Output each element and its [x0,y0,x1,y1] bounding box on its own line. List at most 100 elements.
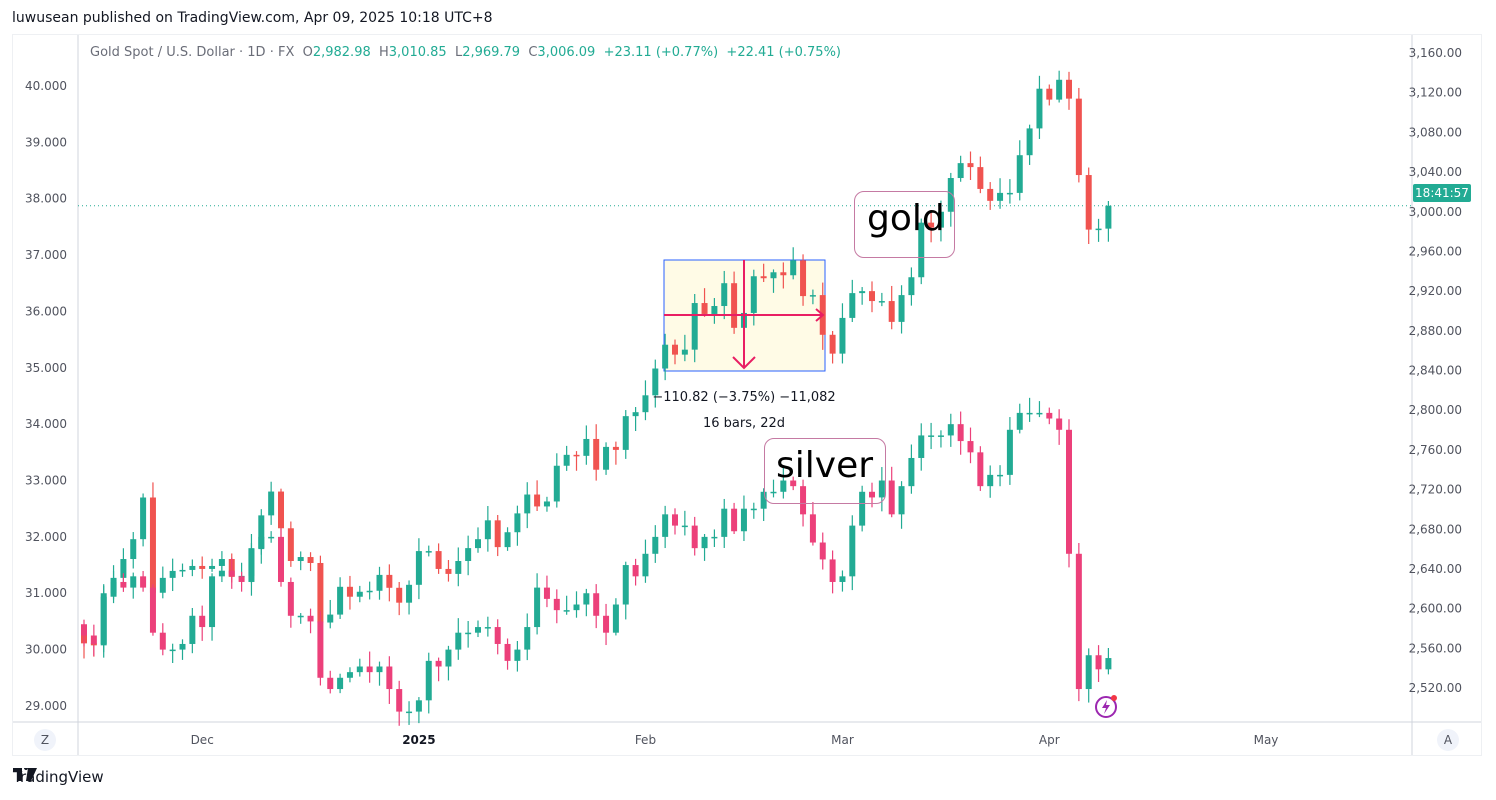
silver-candle [809,502,816,546]
right-axis-tick: 2,880.00 [1409,324,1462,338]
silver-candle-body [859,491,866,526]
silver-candle-body [435,660,442,667]
gold-candle-body [1085,175,1092,230]
silver-candle-body [947,424,954,436]
silver-candle [977,446,984,491]
silver-candle-body [494,627,501,644]
silver-candle-body [396,689,403,712]
gold-candle [189,559,196,577]
silver-candle-body [750,508,757,511]
zoom-z-button[interactable]: Z [34,729,56,751]
gold-candle [583,425,590,465]
silver-candle [849,515,856,591]
lightning-icon[interactable] [1094,694,1118,718]
left-axis-tick: 32.000 [25,530,67,544]
silver-candle [1016,403,1023,434]
silver-candle [278,528,284,587]
silver-candle [740,495,747,542]
gold-candle-body [415,551,422,585]
silver-candle-body [524,627,531,650]
silver-candle [829,550,836,594]
gold-candle-body [1046,88,1053,100]
silver-candle-body [504,643,511,661]
gold-candle-body [859,291,866,294]
silver-candle-body [287,581,294,616]
silver-candle-body [534,587,541,628]
silver-candle-body [120,581,127,588]
silver-candle-body [780,480,787,492]
right-axis-tick: 2,920.00 [1409,284,1462,298]
silver-candle [701,534,708,561]
gold-candle-body [573,454,580,457]
gold-candle-body [534,494,541,507]
time-axis-label: Feb [634,733,657,747]
left-axis-tick: 30.000 [25,643,67,657]
symbol-title[interactable]: Gold Spot / U.S. Dollar · 1D · FX [90,45,295,60]
gold-candle [770,269,777,293]
silver-candle [750,502,757,519]
gold-candle-body [563,454,570,466]
gold-candle [1095,218,1102,242]
silver-candle-body [386,666,393,690]
silver-candle [455,618,462,660]
silver-candle [81,619,87,647]
gold-candle-body [327,614,334,623]
silver-candle [721,498,728,548]
silver-candle [878,467,885,512]
gold-candle [268,481,275,525]
silver-candle-body [612,604,619,633]
silver-candle [376,661,383,686]
silver-candle [484,616,491,637]
silver-candle [514,641,521,672]
silver-candle-body [878,480,885,498]
gold-candle-body [386,574,393,588]
gold-candle-body [967,163,974,168]
close-label: C [528,45,538,60]
right-axis-tick: 2,760.00 [1409,443,1462,457]
silver-candle [947,413,954,447]
silver-callout[interactable]: silver [764,438,886,504]
auto-scale-button[interactable]: A [1437,729,1459,751]
silver-candle [662,505,669,549]
silver-candle-body [100,593,107,644]
gold-candle [1046,84,1053,106]
time-axis-label: 2025 [402,733,436,747]
silver-candle-body [672,514,678,526]
gold-candle-body [957,163,964,179]
gold-candle-body [790,260,797,276]
right-axis-tick: 3,000.00 [1409,205,1462,219]
silver-candle [317,611,324,686]
gold-candle-body [455,561,462,574]
right-axis-tick: 3,160.00 [1409,46,1462,60]
gold-candle [849,279,856,322]
gold-candle [475,527,481,553]
left-axis-tick: 39.000 [25,135,67,149]
silver-candle-body [159,632,166,650]
gold-candle-body [553,465,560,502]
gold-candle [356,585,363,603]
gold-candle [140,493,147,547]
silver-candle [199,605,206,641]
silver-candle [553,589,560,624]
silver-candle [1026,397,1033,422]
silver-candle [90,624,97,656]
gold-candle-body [307,557,314,563]
arrow-down-icon [732,356,756,370]
silver-candle-body [622,565,629,605]
gold-candle-body [809,295,816,297]
silver-candle-body [790,480,797,487]
silver-candle [603,603,610,646]
time-axis-label: May [1253,733,1279,747]
gold-callout[interactable]: gold [854,191,955,258]
silver-candle-body [445,649,452,667]
right-axis-tick: 3,040.00 [1409,165,1462,179]
gold-candle-body [1006,192,1013,195]
gold-candle-body [878,301,885,303]
gold-candle-body [622,416,629,450]
silver-candle [238,571,245,592]
tradingview-logo[interactable]: TradingView [13,768,104,786]
gold-candle [898,285,905,334]
silver-candle [258,529,265,555]
silver-candle-body [268,536,275,539]
